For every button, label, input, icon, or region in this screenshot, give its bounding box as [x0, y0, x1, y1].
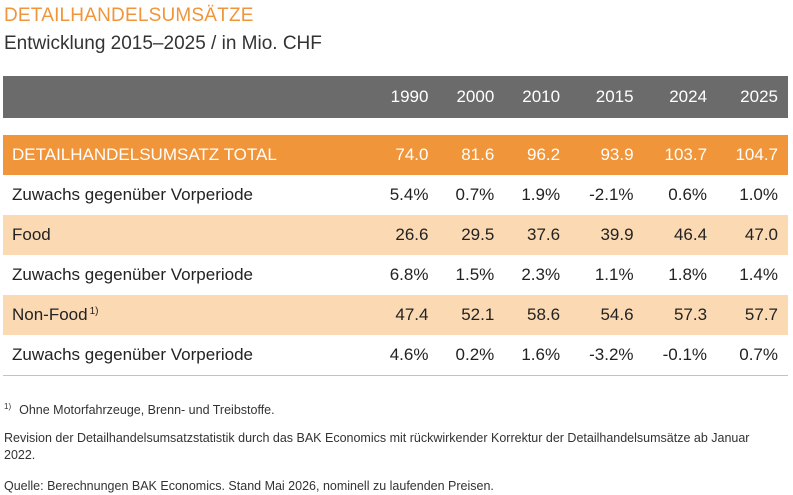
row-label-text: DETAILHANDELSUMSATZ TOTAL: [12, 145, 277, 164]
table-cell: 81.6: [438, 135, 505, 175]
row-label-text: Non-Food: [12, 305, 88, 324]
table-cell: -2.1%: [570, 175, 644, 215]
table-cell: 6.8%: [372, 255, 439, 295]
table-cell: 93.9: [570, 135, 644, 175]
row-label-text: Zuwachs gegenüber Vorperiode: [12, 265, 253, 284]
table-cell: 0.7%: [717, 335, 788, 376]
table-cell: 2.3%: [504, 255, 571, 295]
table-row: Food 26.6 29.5 37.6 39.9 46.4 47.0: [3, 215, 788, 255]
table-cell: 26.6: [372, 215, 439, 255]
spacer-cell: [3, 118, 788, 135]
column-header-2025: 2025: [717, 76, 788, 118]
row-footnote-mark: 1): [89, 306, 99, 317]
table-cell: 96.2: [504, 135, 571, 175]
row-label: Non-Food 1): [3, 295, 373, 335]
table-cell: 1.9%: [504, 175, 571, 215]
column-header-2010: 2010: [504, 76, 571, 118]
table-cell: 1.5%: [438, 255, 505, 295]
table-cell: 52.1: [438, 295, 505, 335]
table-cell: 29.5: [438, 215, 505, 255]
table-cell: 46.4: [643, 215, 718, 255]
table-cell: 47.0: [717, 215, 788, 255]
table-row: Zuwachs gegenüber Vorperiode 4.6% 0.2% 1.6%…: [3, 335, 788, 376]
source-note: Quelle: Berechnungen BAK Economics. Stan…: [4, 479, 494, 493]
table-cell: 0.7%: [438, 175, 505, 215]
spacer-row: [3, 118, 788, 135]
table-cell: -3.2%: [570, 335, 644, 376]
page-subtitle: Entwicklung 2015–2025 / in Mio. CHF: [4, 33, 322, 54]
header-label-cell: [3, 76, 373, 118]
table-cell: 103.7: [643, 135, 718, 175]
table-cell: 54.6: [570, 295, 644, 335]
page-title: DETAILHANDELSUMSÄTZE: [4, 5, 254, 26]
column-header-1990: 1990: [372, 76, 439, 118]
row-label-text: Zuwachs gegenüber Vorperiode: [12, 185, 253, 204]
column-header-2000: 2000: [438, 76, 505, 118]
table-row: Zuwachs gegenüber Vorperiode 6.8% 1.5% 2.3%…: [3, 255, 788, 295]
table-row: Zuwachs gegenüber Vorperiode 5.4% 0.7% 1.9%…: [3, 175, 788, 215]
row-label: Zuwachs gegenüber Vorperiode: [3, 255, 373, 295]
table-cell: 57.7: [717, 295, 788, 335]
header-row: 1990 2000 2010 2015 2024 2025: [3, 76, 788, 118]
table-cell: 47.4: [372, 295, 439, 335]
row-label: Zuwachs gegenüber Vorperiode: [3, 175, 373, 215]
footnote-text: Ohne Motorfahrzeuge, Brenn- und Treibsto…: [19, 403, 275, 417]
column-header-2015: 2015: [570, 76, 644, 118]
table-cell: 5.4%: [372, 175, 439, 215]
row-label-text: Zuwachs gegenüber Vorperiode: [12, 345, 253, 364]
table-cell: 58.6: [504, 295, 571, 335]
row-label: Zuwachs gegenüber Vorperiode: [3, 335, 373, 376]
footnote-mark: 1): [4, 402, 12, 411]
table-cell: 74.0: [372, 135, 439, 175]
revision-note: Revision der Detailhandelsumsatzstatisti…: [4, 431, 750, 462]
table-row: DETAILHANDELSUMSATZ TOTAL 74.0 81.6 96.2 93.…: [3, 135, 788, 175]
table-cell: 104.7: [717, 135, 788, 175]
table-cell: 1.1%: [570, 255, 644, 295]
table-row: Non-Food 1) 47.4 52.1 58.6 54.6 57.3 57.7: [3, 295, 788, 335]
footnote: 1) Ohne Motorfahrzeuge, Brenn- und Treibs…: [4, 398, 784, 419]
row-label: DETAILHANDELSUMSATZ TOTAL: [3, 135, 373, 175]
row-label: Food: [3, 215, 373, 255]
table-cell: 39.9: [570, 215, 644, 255]
data-table: 1990 2000 2010 2015 2024 2025 DETAILHANDELSUM…: [3, 76, 788, 376]
table-cell: 1.0%: [717, 175, 788, 215]
column-header-2024: 2024: [643, 76, 718, 118]
table-cell: 1.6%: [504, 335, 571, 376]
table-cell: -0.1%: [643, 335, 718, 376]
row-label-text: Food: [12, 225, 51, 244]
table-cell: 1.8%: [643, 255, 718, 295]
table-cell: 0.6%: [643, 175, 718, 215]
table-cell: 37.6: [504, 215, 571, 255]
table-cell: 57.3: [643, 295, 718, 335]
table-cell: 1.4%: [717, 255, 788, 295]
table-body: 1990 2000 2010 2015 2024 2025 DETAILHANDELSUM…: [3, 76, 788, 376]
table-cell: 0.2%: [438, 335, 505, 376]
table-cell: 4.6%: [372, 335, 439, 376]
